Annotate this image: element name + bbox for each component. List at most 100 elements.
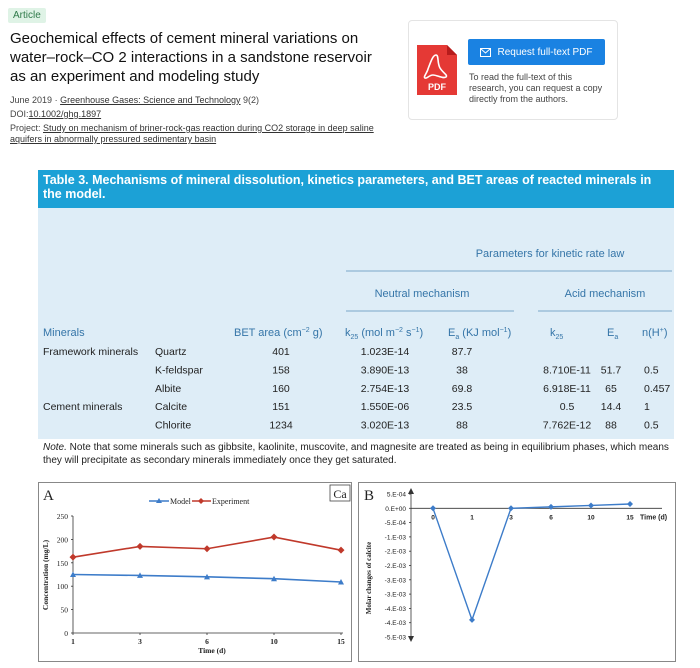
article-title[interactable]: Geochemical effects of cement mineral va… [10, 30, 372, 85]
cell-k25-neutral: 3.890E-13 [361, 364, 410, 376]
cell-bet: 151 [272, 438, 290, 439]
chart-b-xtick-label: 6 [549, 514, 553, 521]
chart-b-ytick-label: -4.E-03 [385, 606, 407, 613]
chart-a-ytick-label: 0 [64, 629, 68, 638]
cell-k25-neutral: 2.754E-13 [361, 383, 410, 395]
chart-a-point-experiment [270, 533, 278, 541]
cell-ea-neutral: 69.8 [452, 383, 473, 395]
chart-b-ytick-label: -5.E-04 [385, 520, 407, 527]
table-row: Framework minerals Quartz 401 1.023E-14 87.7 [43, 346, 472, 358]
envelope-icon [480, 47, 492, 57]
cell-n-h: 0.5 [644, 420, 659, 432]
chart-b-y-arrow-bottom [408, 636, 414, 642]
chart-b-ytick-label: -3.E-03 [385, 592, 407, 599]
legend-model-marker [156, 498, 162, 503]
chart-b-ytick-label: -3.E-03 [385, 577, 407, 584]
project-link[interactable]: Study on mechanism of briner-rock-gas re… [43, 123, 374, 133]
cell-k25-acid: 6.457E-04 [543, 438, 592, 439]
meta-separator: · [54, 95, 58, 105]
legend-model-label: Model [170, 497, 192, 506]
chart-b-series [430, 501, 633, 623]
chart-b-ticks: 5.E-04 0.E+00 -5.E-04 -1.E-03 -2.E-03 -2.E-03… [385, 492, 667, 642]
table-row: Albite 160 2.754E-13 69.8 6.918E-11 65 0.457 [155, 383, 670, 395]
chart-b-point [508, 505, 514, 512]
cell-bet: 401 [272, 346, 290, 358]
chart-a-corner-box [329, 484, 351, 502]
chart-b-xtick-label: 10 [587, 514, 595, 521]
chart-a-point-model [338, 578, 344, 585]
doi-link[interactable]: 10.1002/ghg.1897 [28, 109, 102, 119]
project-label: Project: [10, 123, 41, 133]
chart-b-xtick-label: 15 [626, 514, 634, 521]
col-ea-acid: Ea [607, 327, 618, 341]
doi-label: DOI: [10, 109, 29, 119]
cell-ea-acid: 51.7 [601, 364, 622, 376]
cell-k25-acid: 8.710E-11 [543, 364, 591, 376]
chart-b-ytick-label: 5.E-04 [387, 492, 407, 499]
col-ea-neutral: Ea (KJ mol−1) [448, 327, 511, 341]
project-link-continued[interactable]: aquifers in abnormally pressured sedimen… [10, 134, 217, 144]
request-note: To read the full-text of this research, … [469, 72, 603, 104]
fulltext-request-card: PDF Request full-text PDF To read the fu… [408, 20, 618, 120]
acid-header: Acid mechanism [565, 288, 646, 300]
chart-a-point-model [204, 573, 210, 580]
cell-ea-acid: 65 [605, 383, 617, 395]
chart-a-plot: A Ca Model Experiment Concentration (mg/… [41, 484, 351, 655]
cell-bet: 160 [272, 383, 290, 395]
chart-b-plot: B Molar changes of calcite 5.E-04 0.E+00 -… [364, 488, 667, 642]
chart-b-point [430, 505, 436, 512]
article-type-badge: Article [8, 8, 46, 23]
publication-line: June 2019 · Greenhouse Gases: Science an… [10, 95, 259, 105]
cell-k25-acid: 7.762E-12 [543, 420, 592, 432]
chart-b-ytick-label: -5.E-03 [385, 635, 407, 642]
chart-a-xtick-label: 3 [138, 637, 142, 646]
pdf-file-icon: PDF [417, 45, 457, 95]
neutral-header: Neutral mechanism [375, 288, 470, 300]
cell-n-h: 1 [644, 401, 650, 413]
chart-a-point-experiment [203, 545, 211, 553]
cell-ea-acid: 88 [605, 420, 617, 432]
cell-bet: 151 [272, 401, 290, 413]
col-k25-acid: k25 [550, 327, 563, 341]
params-header: Parameters for kinetic rate law [476, 248, 625, 260]
chart-b-ytick-label: 0.E+00 [385, 506, 406, 513]
chart-a-series [69, 533, 345, 585]
request-fulltext-button[interactable]: Request full-text PDF [468, 39, 605, 65]
col-bet: BET area (cm−2 g) [234, 327, 322, 339]
table-rows: Framework minerals Quartz 401 1.023E-14 87.7… [43, 346, 670, 439]
chart-b-xlabel: Time (d) [640, 514, 667, 521]
chart-a-ytick-label: 100 [57, 582, 69, 591]
chart-a-xtick-label: 1 [71, 637, 75, 646]
table-row: K-feldspar 158 3.890E-13 38 8.710E-11 51.7 0.5 [155, 364, 659, 376]
chart-b-calcite: B Molar changes of calcite 5.E-04 0.E+00 -… [358, 482, 676, 662]
table-row: Chlorite 1234 3.020E-13 88 7.762E-12 88 0.5 [155, 420, 659, 432]
journal-issue: 9(2) [243, 95, 260, 105]
cell-mineral: Dolomite [155, 438, 197, 439]
cell-k25-neutral: 1.023E-14 [361, 346, 410, 358]
cell-k25-neutral: 2.951E-08 [361, 438, 410, 439]
chart-a-ytick-label: 50 [61, 606, 69, 615]
chart-a-ylabel: Concentration (mg/L) [41, 539, 50, 610]
chart-b-series-line [432, 503, 631, 622]
journal-link[interactable]: Greenhouse Gases: Science and Technology [60, 95, 241, 105]
legend-experiment-marker [198, 498, 204, 504]
cell-n-h: 0.457 [644, 383, 670, 395]
col-minerals: Minerals [43, 327, 85, 339]
chart-b-point [469, 616, 475, 623]
table-note: Note. Note that some minerals such as gi… [43, 441, 673, 467]
chart-b-ytick-label: -2.E-03 [385, 549, 407, 556]
chart-a-point-model [271, 575, 277, 582]
chart-b-ytick-label: -2.E-03 [385, 563, 407, 570]
table-row: Cement minerals Calcite 151 1.550E-06 23.5 0.… [43, 401, 650, 413]
pdf-icon-label: PDF [428, 82, 447, 92]
chart-b-ytick-label: -1.E-03 [385, 534, 407, 541]
chart-a-ytick-label: 200 [57, 535, 69, 544]
request-fulltext-label: Request full-text PDF [497, 46, 593, 58]
cell-group: Cement minerals [43, 401, 122, 413]
chart-a-point-experiment [136, 542, 144, 550]
chart-a-point-model [137, 572, 143, 578]
note-text: Note that some minerals such as gibbsite… [43, 442, 669, 466]
cell-ea-neutral: 88 [456, 420, 468, 432]
doi-line: DOI:10.1002/ghg.1897 [10, 109, 101, 119]
chart-a-point-experiment [69, 553, 77, 561]
